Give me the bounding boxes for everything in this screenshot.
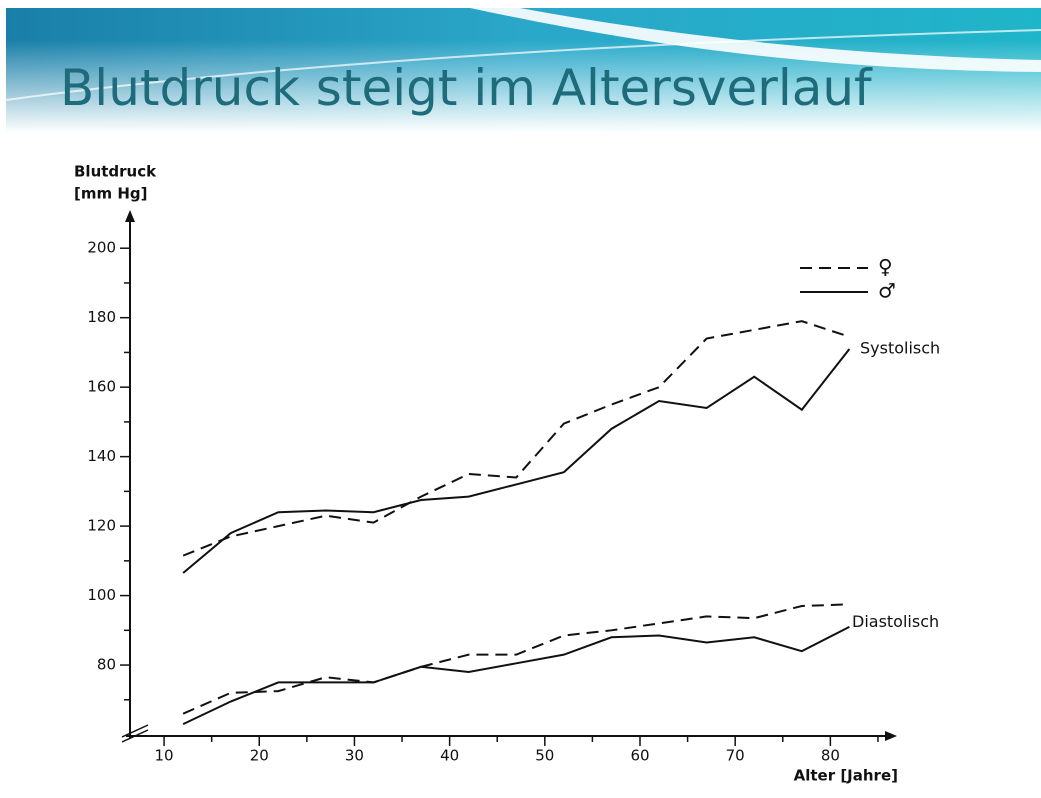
series-line (182, 320, 850, 557)
x-tick-label: 50 (535, 747, 554, 765)
chart: 80 100 120 140 160 180 200 10 20 30 40 50 60 70 80 Blut… (74, 163, 940, 785)
x-tick-label: 30 (345, 747, 364, 765)
slide-title: Blutdruck steigt im Altersverlauf (60, 59, 873, 117)
x-tick-label: 20 (250, 747, 269, 765)
annotation: Diastolisch (852, 612, 939, 631)
x-tick-label: 60 (630, 747, 649, 765)
y-tick-label: 80 (97, 656, 116, 674)
annotation: Systolisch (860, 338, 940, 357)
y-axis-arrow (125, 210, 135, 222)
y-tick-label: 160 (87, 378, 116, 396)
legend-label: ♀ (878, 255, 893, 279)
series-line (182, 348, 851, 574)
x-axis-label: Alter [Jahre] (794, 767, 898, 785)
y-axis-label: [mm Hg] (74, 185, 147, 203)
y-tick-label: 200 (87, 239, 116, 257)
y-tick-label: 140 (87, 447, 116, 465)
y-tick-label: 100 (87, 586, 116, 604)
x-tick-label: 10 (155, 747, 174, 765)
y-tick-label: 120 (87, 517, 116, 535)
swoosh-line (5, 29, 1041, 101)
x-tick-label: 80 (821, 747, 840, 765)
swoosh (470, 8, 1041, 72)
legend-label: ♂ (878, 279, 896, 303)
y-tick-label: 180 (87, 308, 116, 326)
x-tick-label: 70 (726, 747, 745, 765)
series-line (182, 603, 850, 715)
series-line (182, 625, 850, 726)
y-axis-label: Blutdruck (74, 163, 157, 181)
x-axis-arrow (885, 731, 897, 741)
x-tick-label: 40 (440, 747, 459, 765)
axis-break (121, 724, 149, 743)
